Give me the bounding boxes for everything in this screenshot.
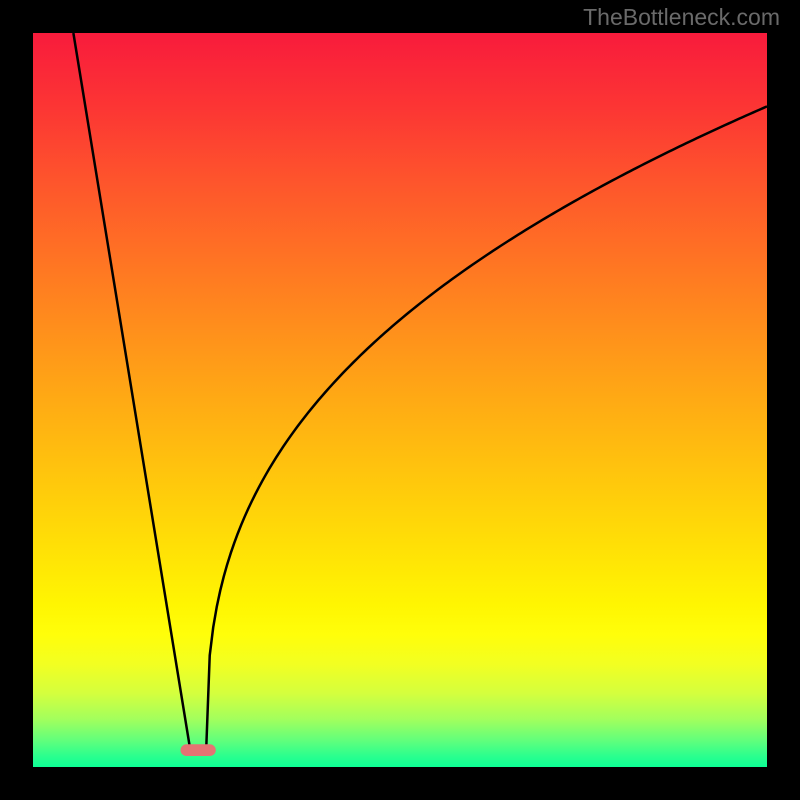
bottleneck-chart: TheBottleneck.com xyxy=(0,0,800,800)
watermark-text: TheBottleneck.com xyxy=(583,4,780,31)
gradient-background xyxy=(33,33,767,767)
chart-svg xyxy=(0,0,800,800)
optimal-marker xyxy=(181,744,216,756)
